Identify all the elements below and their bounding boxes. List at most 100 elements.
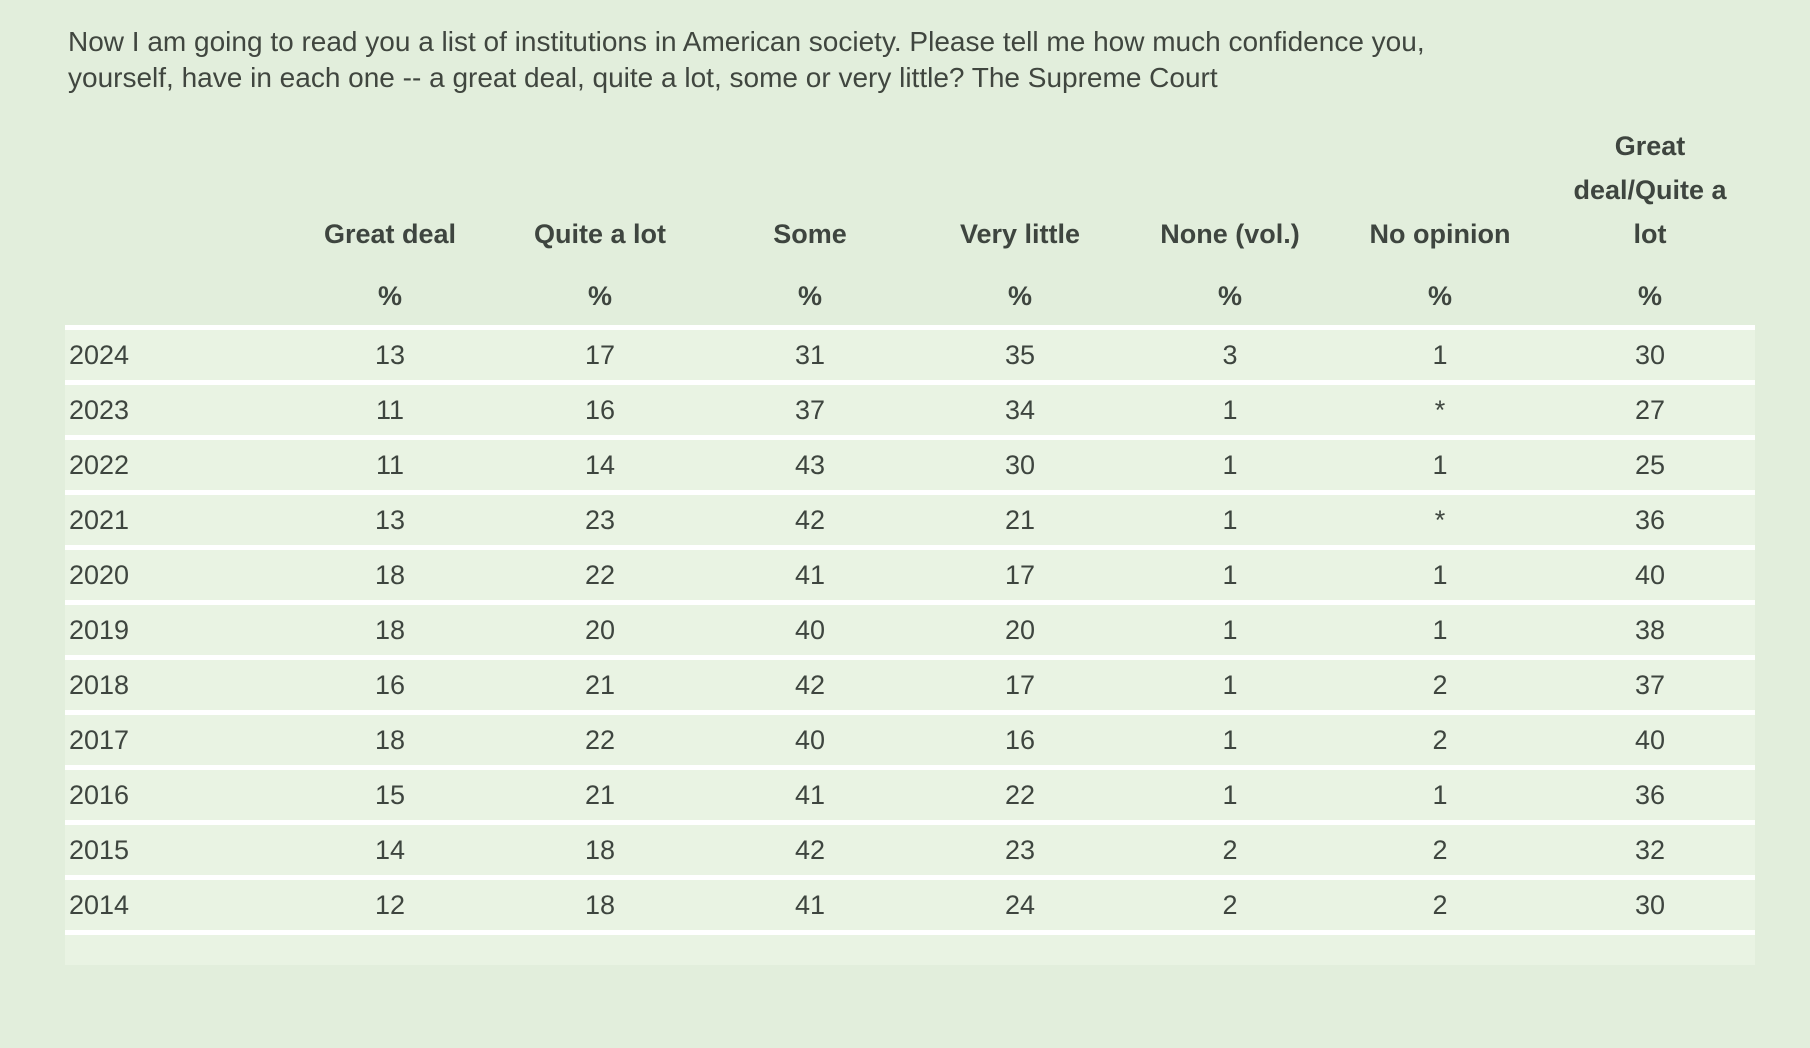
unit-cell: % (1545, 268, 1755, 330)
value-cell: 25 (1545, 440, 1755, 495)
value-cell: 1 (1125, 605, 1335, 660)
value-cell: 2 (1335, 880, 1545, 935)
value-cell: 18 (285, 605, 495, 660)
value-cell: 22 (915, 770, 1125, 825)
value-cell: 36 (1545, 770, 1755, 825)
unit-cell: % (1125, 268, 1335, 330)
value-cell: 18 (285, 550, 495, 605)
value-cell: 21 (495, 660, 705, 715)
value-cell: 1 (1335, 770, 1545, 825)
column-header-row: Great deal Quite a lot Some Very little … (65, 123, 1755, 268)
year-cell: 2024 (65, 330, 285, 385)
table-row: 2023 11 16 37 34 1 * 27 (65, 385, 1755, 440)
value-cell: 13 (285, 495, 495, 550)
value-cell: 30 (1545, 330, 1755, 385)
value-cell: 38 (1545, 605, 1755, 660)
value-cell: 1 (1125, 495, 1335, 550)
table-body: 2024 13 17 31 35 3 1 30 2023 11 16 37 34… (65, 330, 1755, 935)
value-cell: 40 (1545, 550, 1755, 605)
value-cell: 15 (285, 770, 495, 825)
unit-cell: % (1335, 268, 1545, 330)
unit-row: % % % % % % % (65, 268, 1755, 330)
value-cell: 36 (1545, 495, 1755, 550)
value-cell: 22 (495, 550, 705, 605)
column-header-great-deal: Great deal (323, 219, 457, 249)
table-row: 2021 13 23 42 21 1 * 36 (65, 495, 1755, 550)
value-cell: 31 (705, 330, 915, 385)
value-cell: 17 (915, 550, 1125, 605)
value-cell: 42 (705, 660, 915, 715)
value-cell: 24 (915, 880, 1125, 935)
year-cell: 2020 (65, 550, 285, 605)
value-cell: 20 (915, 605, 1125, 660)
value-cell: 40 (1545, 715, 1755, 770)
value-cell: 1 (1125, 770, 1335, 825)
year-cell: 2017 (65, 715, 285, 770)
value-cell: 41 (705, 770, 915, 825)
value-cell: 11 (285, 385, 495, 440)
value-cell: 35 (915, 330, 1125, 385)
value-cell: 30 (1545, 880, 1755, 935)
value-cell: 1 (1125, 440, 1335, 495)
value-cell: 2 (1335, 715, 1545, 770)
unit-cell: % (495, 268, 705, 330)
value-cell: 17 (495, 330, 705, 385)
column-header-some: Some (773, 219, 847, 249)
value-cell: 2 (1125, 880, 1335, 935)
table-row: 2015 14 18 42 23 2 2 32 (65, 825, 1755, 880)
value-cell: 40 (705, 715, 915, 770)
column-header-label: Great deal/Quite a lot (1573, 131, 1727, 249)
column-header-very-little: Very little (959, 219, 1081, 249)
value-cell: 42 (705, 495, 915, 550)
value-cell: 21 (495, 770, 705, 825)
value-cell: * (1335, 495, 1545, 550)
unit-spacer-cell (65, 268, 285, 330)
value-cell: 1 (1335, 440, 1545, 495)
value-cell: 34 (915, 385, 1125, 440)
table-row: 2024 13 17 31 35 3 1 30 (65, 330, 1755, 385)
value-cell: 14 (285, 825, 495, 880)
value-cell: 1 (1335, 330, 1545, 385)
value-cell: 16 (495, 385, 705, 440)
column-header-no-opinion: No opinion (1369, 219, 1511, 249)
value-cell: 2 (1125, 825, 1335, 880)
year-cell: 2022 (65, 440, 285, 495)
value-cell: 32 (1545, 825, 1755, 880)
unit-cell: % (285, 268, 495, 330)
value-cell: 2 (1335, 825, 1545, 880)
value-cell: 37 (705, 385, 915, 440)
table-row: 2022 11 14 43 30 1 1 25 (65, 440, 1755, 495)
value-cell: 2 (1335, 660, 1545, 715)
year-cell: 2023 (65, 385, 285, 440)
value-cell: 27 (1545, 385, 1755, 440)
value-cell: 18 (285, 715, 495, 770)
unit-cell: % (705, 268, 915, 330)
value-cell: 16 (915, 715, 1125, 770)
value-cell: 14 (495, 440, 705, 495)
year-cell: 2016 (65, 770, 285, 825)
value-cell: 3 (1125, 330, 1335, 385)
value-cell: 18 (495, 825, 705, 880)
value-cell: 41 (705, 880, 915, 935)
table-row: 2019 18 20 40 20 1 1 38 (65, 605, 1755, 660)
table-row: 2016 15 21 41 22 1 1 36 (65, 770, 1755, 825)
value-cell: 43 (705, 440, 915, 495)
value-cell: 1 (1125, 385, 1335, 440)
column-header-great-deal-quite-a-lot: Great deal/Quite a lot (1545, 123, 1755, 268)
value-cell: 17 (915, 660, 1125, 715)
value-cell: 42 (705, 825, 915, 880)
value-cell: 23 (915, 825, 1125, 880)
survey-question: Now I am going to read you a list of ins… (68, 26, 1425, 93)
table-row: 2017 18 22 40 16 1 2 40 (65, 715, 1755, 770)
unit-cell: % (915, 268, 1125, 330)
value-cell: 16 (285, 660, 495, 715)
value-cell: 21 (915, 495, 1125, 550)
value-cell: 18 (495, 880, 705, 935)
column-header-quite-a-lot: Quite a lot (533, 219, 666, 249)
value-cell: 13 (285, 330, 495, 385)
year-cell: 2018 (65, 660, 285, 715)
value-cell: 20 (495, 605, 705, 660)
year-cell: 2014 (65, 880, 285, 935)
table-row: 2020 18 22 41 17 1 1 40 (65, 550, 1755, 605)
year-column-header (65, 123, 285, 268)
